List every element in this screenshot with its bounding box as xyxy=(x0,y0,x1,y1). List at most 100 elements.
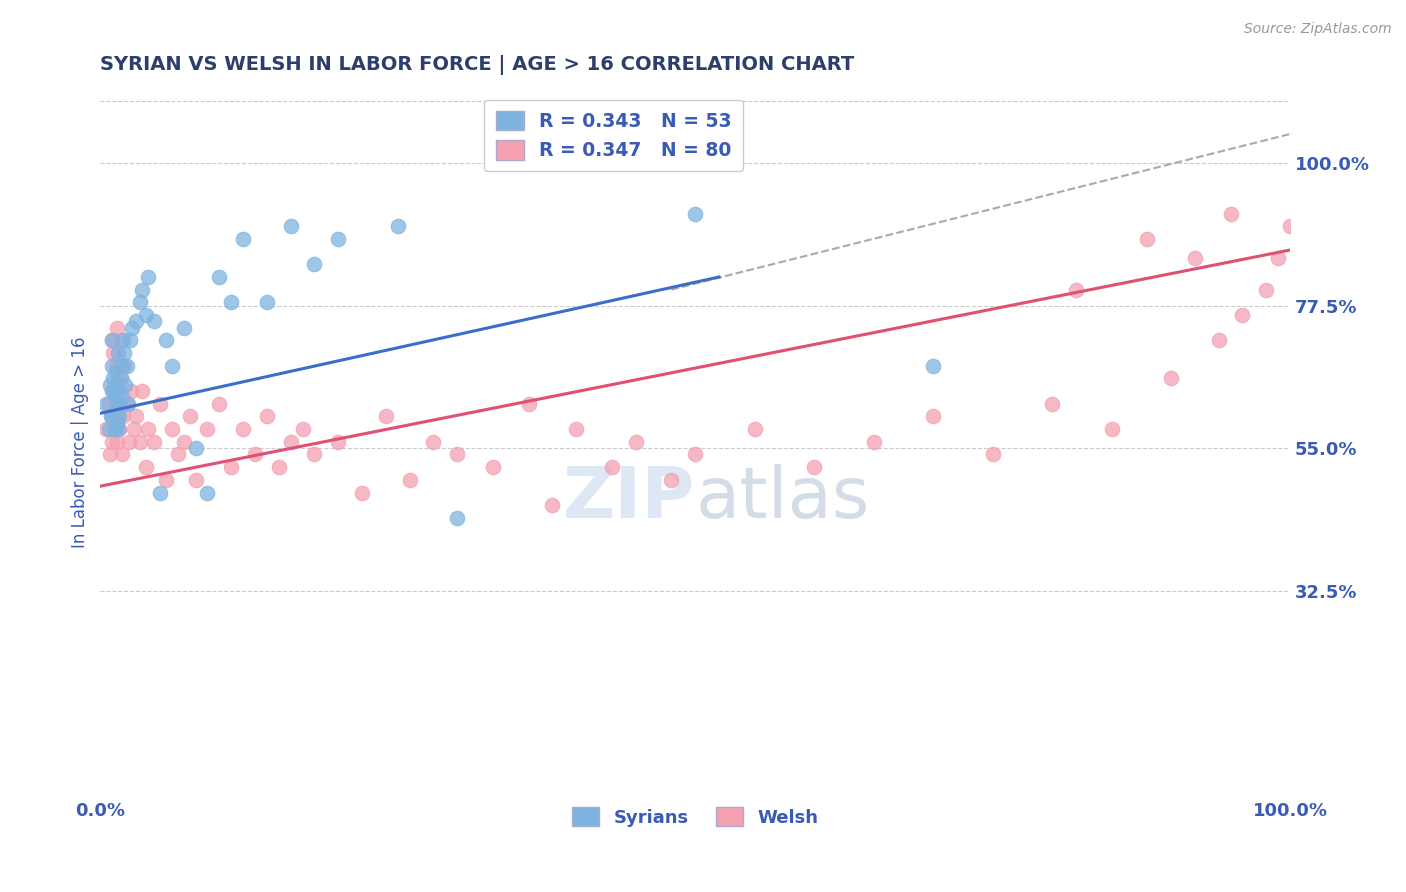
Point xyxy=(862,434,884,449)
Point xyxy=(1136,232,1159,246)
Point xyxy=(1064,283,1087,297)
Point xyxy=(328,232,350,246)
Point xyxy=(1267,251,1289,265)
Point xyxy=(661,473,683,487)
Point xyxy=(166,447,188,461)
Point xyxy=(624,434,647,449)
Point xyxy=(219,460,242,475)
Point xyxy=(111,409,134,424)
Point xyxy=(1184,251,1206,265)
Point xyxy=(105,416,128,430)
Point xyxy=(142,434,165,449)
Point xyxy=(600,460,623,475)
Point xyxy=(446,447,468,461)
Point xyxy=(107,377,129,392)
Point xyxy=(101,334,124,348)
Point xyxy=(981,447,1004,461)
Point xyxy=(922,409,945,424)
Point xyxy=(328,434,350,449)
Point xyxy=(131,283,153,297)
Point xyxy=(374,409,396,424)
Point xyxy=(107,409,129,424)
Point xyxy=(104,422,127,436)
Point xyxy=(98,447,121,461)
Point xyxy=(105,320,128,334)
Point xyxy=(121,320,143,334)
Point xyxy=(104,397,127,411)
Point xyxy=(541,498,564,512)
Point xyxy=(136,422,159,436)
Point xyxy=(103,371,125,385)
Point xyxy=(122,422,145,436)
Point xyxy=(108,397,131,411)
Point xyxy=(683,447,706,461)
Legend: Syrians, Welsh: Syrians, Welsh xyxy=(565,800,825,834)
Point xyxy=(352,485,374,500)
Point xyxy=(1256,283,1278,297)
Point xyxy=(103,346,125,360)
Point xyxy=(111,334,134,348)
Point xyxy=(105,377,128,392)
Point xyxy=(232,232,254,246)
Point xyxy=(1219,206,1241,220)
Point xyxy=(107,346,129,360)
Point xyxy=(291,422,314,436)
Point xyxy=(111,359,134,373)
Point xyxy=(107,397,129,411)
Point xyxy=(155,473,177,487)
Point xyxy=(105,434,128,449)
Point xyxy=(115,359,138,373)
Point xyxy=(304,257,326,271)
Point xyxy=(103,409,125,424)
Point xyxy=(208,270,231,285)
Text: SYRIAN VS WELSH IN LABOR FORCE | AGE > 16 CORRELATION CHART: SYRIAN VS WELSH IN LABOR FORCE | AGE > 1… xyxy=(100,55,855,75)
Point xyxy=(97,422,120,436)
Point xyxy=(131,384,153,398)
Point xyxy=(103,384,125,398)
Point xyxy=(125,314,148,328)
Point xyxy=(136,270,159,285)
Point xyxy=(184,441,207,455)
Point xyxy=(104,365,127,379)
Point xyxy=(101,384,124,398)
Point xyxy=(101,359,124,373)
Point xyxy=(1232,308,1254,322)
Point xyxy=(197,485,219,500)
Point xyxy=(179,409,201,424)
Point xyxy=(98,377,121,392)
Point xyxy=(112,346,135,360)
Point xyxy=(922,359,945,373)
Point xyxy=(184,473,207,487)
Point xyxy=(1279,219,1302,234)
Point xyxy=(118,434,141,449)
Point xyxy=(243,447,266,461)
Point xyxy=(101,434,124,449)
Point xyxy=(517,397,540,411)
Point xyxy=(219,295,242,310)
Point xyxy=(446,511,468,525)
Point xyxy=(398,473,420,487)
Point xyxy=(267,460,290,475)
Text: atlas: atlas xyxy=(695,464,869,533)
Point xyxy=(197,422,219,436)
Point xyxy=(110,371,132,385)
Point xyxy=(1208,334,1230,348)
Point xyxy=(100,409,122,424)
Point xyxy=(107,422,129,436)
Point xyxy=(120,384,142,398)
Point xyxy=(280,434,302,449)
Point xyxy=(304,447,326,461)
Y-axis label: In Labor Force | Age > 16: In Labor Force | Age > 16 xyxy=(72,336,89,548)
Point xyxy=(101,334,124,348)
Point xyxy=(108,422,131,436)
Point xyxy=(97,397,120,411)
Point xyxy=(1040,397,1063,411)
Point xyxy=(155,334,177,348)
Text: ZIP: ZIP xyxy=(562,464,695,533)
Point xyxy=(149,397,172,411)
Point xyxy=(128,295,150,310)
Point xyxy=(232,422,254,436)
Point xyxy=(280,219,302,234)
Point xyxy=(108,409,131,424)
Point xyxy=(111,334,134,348)
